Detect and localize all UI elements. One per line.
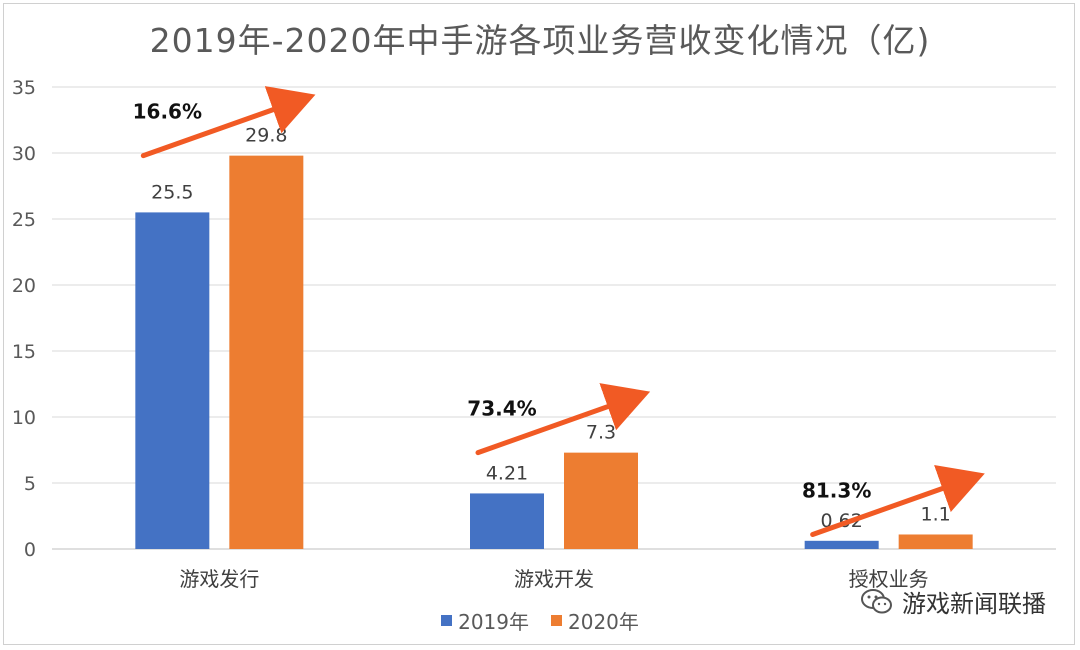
bars bbox=[135, 155, 973, 549]
legend: 2019年 2020年 bbox=[0, 606, 1080, 635]
x-tick-2: 授权业务 bbox=[849, 567, 929, 591]
watermark-text: 游戏新闻联播 bbox=[902, 590, 1046, 618]
data-label-2019-1: 4.21 bbox=[486, 462, 528, 484]
growth-label-2: 81.3% bbox=[802, 478, 871, 502]
growth-annotations: 16.6% 73.4% 81.3% bbox=[133, 86, 985, 537]
bar-2019-1 bbox=[470, 493, 544, 549]
y-tick-30: 30 bbox=[12, 143, 36, 165]
bar-2019-0 bbox=[135, 212, 210, 549]
y-tick-0: 0 bbox=[24, 539, 36, 561]
data-label-2020-0: 29.8 bbox=[245, 125, 287, 147]
x-tick-labels: 游戏发行 游戏开发 授权业务 bbox=[179, 567, 928, 591]
data-label-2020-1: 7.3 bbox=[586, 422, 616, 444]
bar-2019-2 bbox=[804, 540, 879, 549]
legend-item-2020: 2020年 bbox=[551, 606, 639, 635]
bar-2020-1 bbox=[564, 452, 638, 549]
growth-label-1: 73.4% bbox=[467, 397, 536, 421]
y-tick-20: 20 bbox=[12, 275, 36, 297]
growth-arrow-0 bbox=[140, 86, 316, 159]
y-tick-35: 35 bbox=[12, 77, 36, 99]
gridlines bbox=[52, 86, 1056, 550]
legend-swatch-2019 bbox=[441, 615, 453, 626]
y-tick-25: 25 bbox=[12, 209, 36, 231]
growth-label-0: 16.6% bbox=[133, 100, 202, 124]
y-tick-labels: 0 5 10 15 20 25 30 35 bbox=[12, 77, 36, 561]
bar-2020-2 bbox=[898, 534, 973, 549]
growth-arrow-2 bbox=[810, 464, 985, 537]
x-tick-1: 游戏开发 bbox=[514, 567, 594, 591]
data-label-2020-2: 1.1 bbox=[921, 503, 951, 525]
y-tick-10: 10 bbox=[12, 407, 36, 429]
data-labels: 25.529.84.217.30.62 1.1 bbox=[151, 125, 951, 532]
data-label-2019-0: 25.5 bbox=[151, 181, 193, 203]
y-tick-15: 15 bbox=[12, 341, 36, 363]
watermark: 游戏新闻联播 bbox=[860, 584, 1046, 619]
legend-label-2019: 2019年 bbox=[458, 610, 529, 634]
chart-title: 2019年-2020年中手游各项业务营收变化情况（亿) bbox=[149, 21, 931, 60]
legend-swatch-2020 bbox=[551, 615, 562, 626]
growth-arrow-1 bbox=[475, 383, 651, 456]
bar-2020-0 bbox=[229, 155, 304, 549]
wechat-icon bbox=[861, 588, 892, 613]
y-tick-5: 5 bbox=[24, 473, 36, 495]
legend-label-2020: 2020年 bbox=[568, 610, 639, 634]
x-tick-0: 游戏发行 bbox=[179, 567, 259, 591]
legend-item-2019: 2019年 bbox=[441, 606, 529, 635]
